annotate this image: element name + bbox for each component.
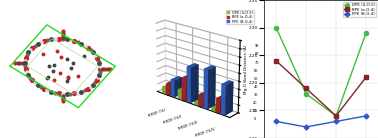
Line: DPE (4-O-5): DPE (4-O-5) <box>274 26 368 118</box>
BPE (a-O-4) <box>304 87 308 89</box>
DPE (4-O-5) <box>274 27 278 28</box>
DPE (4-O-5) <box>304 93 308 95</box>
BPE (a-O-4) <box>364 76 368 78</box>
Y-axis label: Mg-O Bond Distance (Å): Mg-O Bond Distance (Å) <box>243 44 248 94</box>
PPE (B-O-4) <box>304 126 308 128</box>
Line: PPE (B-O-4): PPE (B-O-4) <box>274 114 368 129</box>
PPE (B-O-4) <box>334 121 338 122</box>
Line: BPE (a-O-4): BPE (a-O-4) <box>274 59 368 118</box>
PPE (B-O-4) <box>274 121 278 122</box>
BPE (a-O-4) <box>274 60 278 62</box>
Legend: DPE (4-O-5), BPE (a-O-4), PPE (B-O-4): DPE (4-O-5), BPE (a-O-4), PPE (B-O-4) <box>226 10 254 24</box>
DPE (4-O-5) <box>364 32 368 34</box>
BPE (a-O-4) <box>334 115 338 117</box>
PPE (B-O-4) <box>364 115 368 117</box>
DPE (4-O-5) <box>334 115 338 117</box>
Legend: DPE (4-O-5), BPE (a-O-4), PPE (B-O-4): DPE (4-O-5), BPE (a-O-4), PPE (B-O-4) <box>343 2 376 17</box>
